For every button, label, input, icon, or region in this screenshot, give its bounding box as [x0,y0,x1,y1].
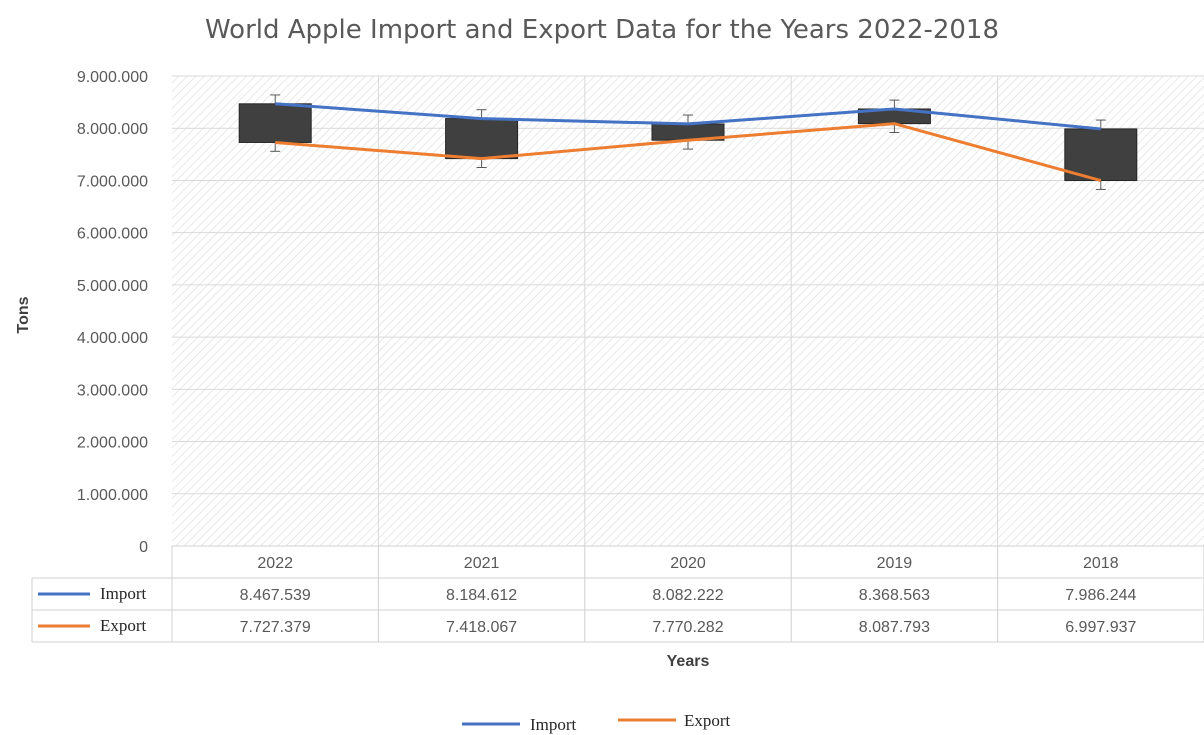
legend-label: Export [684,711,731,730]
data-label: 8.368.563 [859,587,930,604]
y-tick-label: 7.000.000 [77,173,148,190]
plot-area [172,76,1204,546]
up-down-bar [238,103,312,143]
table-series-label: Import [100,584,147,603]
error-bars [270,94,1106,190]
gridlines [172,75,1204,547]
data-label: 8.467.539 [240,587,311,604]
y-tick-label: 8.000.000 [77,121,148,138]
legend: Import Export [462,711,731,734]
category-label: 2021 [464,555,500,572]
up-down-bars [238,103,1138,182]
category-label: 2020 [670,555,706,572]
y-tick-label: 9.000.000 [77,69,148,86]
category-label: 2019 [877,555,913,572]
series-lines [275,102,1102,182]
data-label: 6.997.937 [1065,619,1136,636]
data-label: 7.727.379 [240,619,311,636]
y-axis-ticks: 0 1.000.000 2.000.000 3.000.000 4.000.000 5.0… [77,69,148,556]
y-tick-label: 3.000.000 [77,382,148,399]
up-down-bar [1064,128,1138,182]
y-axis-title: Tons [15,296,32,333]
data-table: 2022 2021 2020 2019 2018 Import 8.467.539 8.184… [31,545,1204,643]
data-label: 8.087.793 [859,619,930,636]
category-label: 2018 [1083,555,1119,572]
x-axis-title: Years [667,653,710,670]
data-label: 7.986.244 [1065,587,1136,604]
data-label: 7.770.282 [652,619,723,636]
chart-title: World Apple Import and Export Data for t… [205,15,999,45]
category-label: 2022 [257,555,293,572]
legend-label: Import [530,715,577,734]
data-label: 8.184.612 [446,587,517,604]
data-label: 8.082.222 [652,587,723,604]
y-tick-label: 0 [139,539,148,556]
up-down-bar [445,118,519,160]
y-tick-label: 2.000.000 [77,435,148,452]
table-series-label: Export [100,616,147,635]
y-tick-label: 4.000.000 [77,330,148,347]
y-tick-label: 6.000.000 [77,226,148,243]
y-tick-label: 1.000.000 [77,487,148,504]
y-tick-label: 5.000.000 [77,278,148,295]
data-label: 7.418.067 [446,619,517,636]
